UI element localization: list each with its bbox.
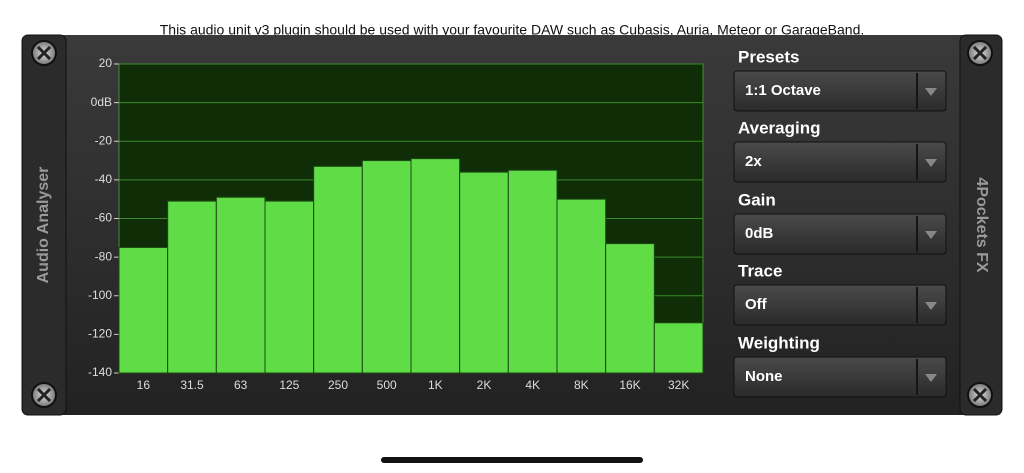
y-tick-label: -60 <box>95 211 113 225</box>
dropdown[interactable] <box>733 213 947 255</box>
right-strip <box>959 34 1003 416</box>
bar <box>264 200 315 374</box>
y-tick-label: 0dB <box>91 95 112 109</box>
screw-slot <box>36 45 52 61</box>
x-tick-label: 16K <box>619 378 640 392</box>
notice: This audio unit v3 plugin should be used… <box>160 22 865 38</box>
x-tick-label: 4K <box>525 378 540 392</box>
screw-slot <box>36 387 52 403</box>
x-tick-label: 2K <box>477 378 492 392</box>
bar <box>215 196 266 374</box>
control-label: Weighting <box>738 333 820 352</box>
bar <box>361 160 412 374</box>
screw-slot <box>972 45 988 61</box>
control-label: Presets <box>738 47 799 66</box>
dropdown-arrow <box>925 231 937 239</box>
bar <box>313 165 363 374</box>
dropdown-value: 0dB <box>745 225 774 242</box>
screw-slot <box>972 387 988 403</box>
dropdown-value: 1:1 Octave <box>745 82 821 99</box>
bar <box>653 322 704 374</box>
right-label: 4Pockets FX <box>973 177 990 272</box>
x-tick-label: 16 <box>137 378 151 392</box>
x-tick-label: 63 <box>234 378 248 392</box>
y-tick-label: -20 <box>95 133 113 147</box>
bar <box>118 246 169 374</box>
bar <box>605 243 655 374</box>
y-tick-label: -140 <box>88 365 112 379</box>
left-label: Audio Analyser <box>35 167 52 284</box>
x-tick-label: 500 <box>377 378 397 392</box>
bar <box>410 158 461 374</box>
y-tick-label: -40 <box>95 172 113 186</box>
y-tick-label: -120 <box>88 327 112 341</box>
screws <box>31 40 993 408</box>
dropdown[interactable] <box>733 284 947 326</box>
x-tick-label: 32K <box>668 378 689 392</box>
dropdown-arrow <box>925 88 937 96</box>
y-tick-label: -80 <box>95 249 113 263</box>
bar <box>459 171 509 374</box>
control-label: Gain <box>738 190 776 209</box>
control-label: Trace <box>738 261 782 280</box>
left-strip <box>21 34 67 416</box>
x-tick-label: 1K <box>428 378 443 392</box>
y-tick-label: -100 <box>88 288 112 302</box>
y-tick-label: 20 <box>99 56 113 70</box>
dropdown[interactable] <box>733 356 947 398</box>
dropdown-arrow <box>925 159 937 167</box>
bar <box>507 169 558 374</box>
x-tick-label: 8K <box>574 378 589 392</box>
home-indicator <box>381 457 643 463</box>
dropdown[interactable] <box>733 141 947 183</box>
dropdown-arrow <box>925 302 937 310</box>
bar <box>556 198 607 374</box>
control-label: Averaging <box>738 118 821 137</box>
dropdown[interactable] <box>733 70 947 112</box>
x-tick-label: 125 <box>279 378 299 392</box>
dropdown-arrow <box>925 374 937 382</box>
bar <box>167 200 217 374</box>
x-tick-label: 31.5 <box>180 378 204 392</box>
dropdown-value: 2x <box>745 153 762 170</box>
dropdown-value: None <box>745 368 783 385</box>
x-tick-label: 250 <box>328 378 348 392</box>
dropdown-value: Off <box>745 296 768 313</box>
